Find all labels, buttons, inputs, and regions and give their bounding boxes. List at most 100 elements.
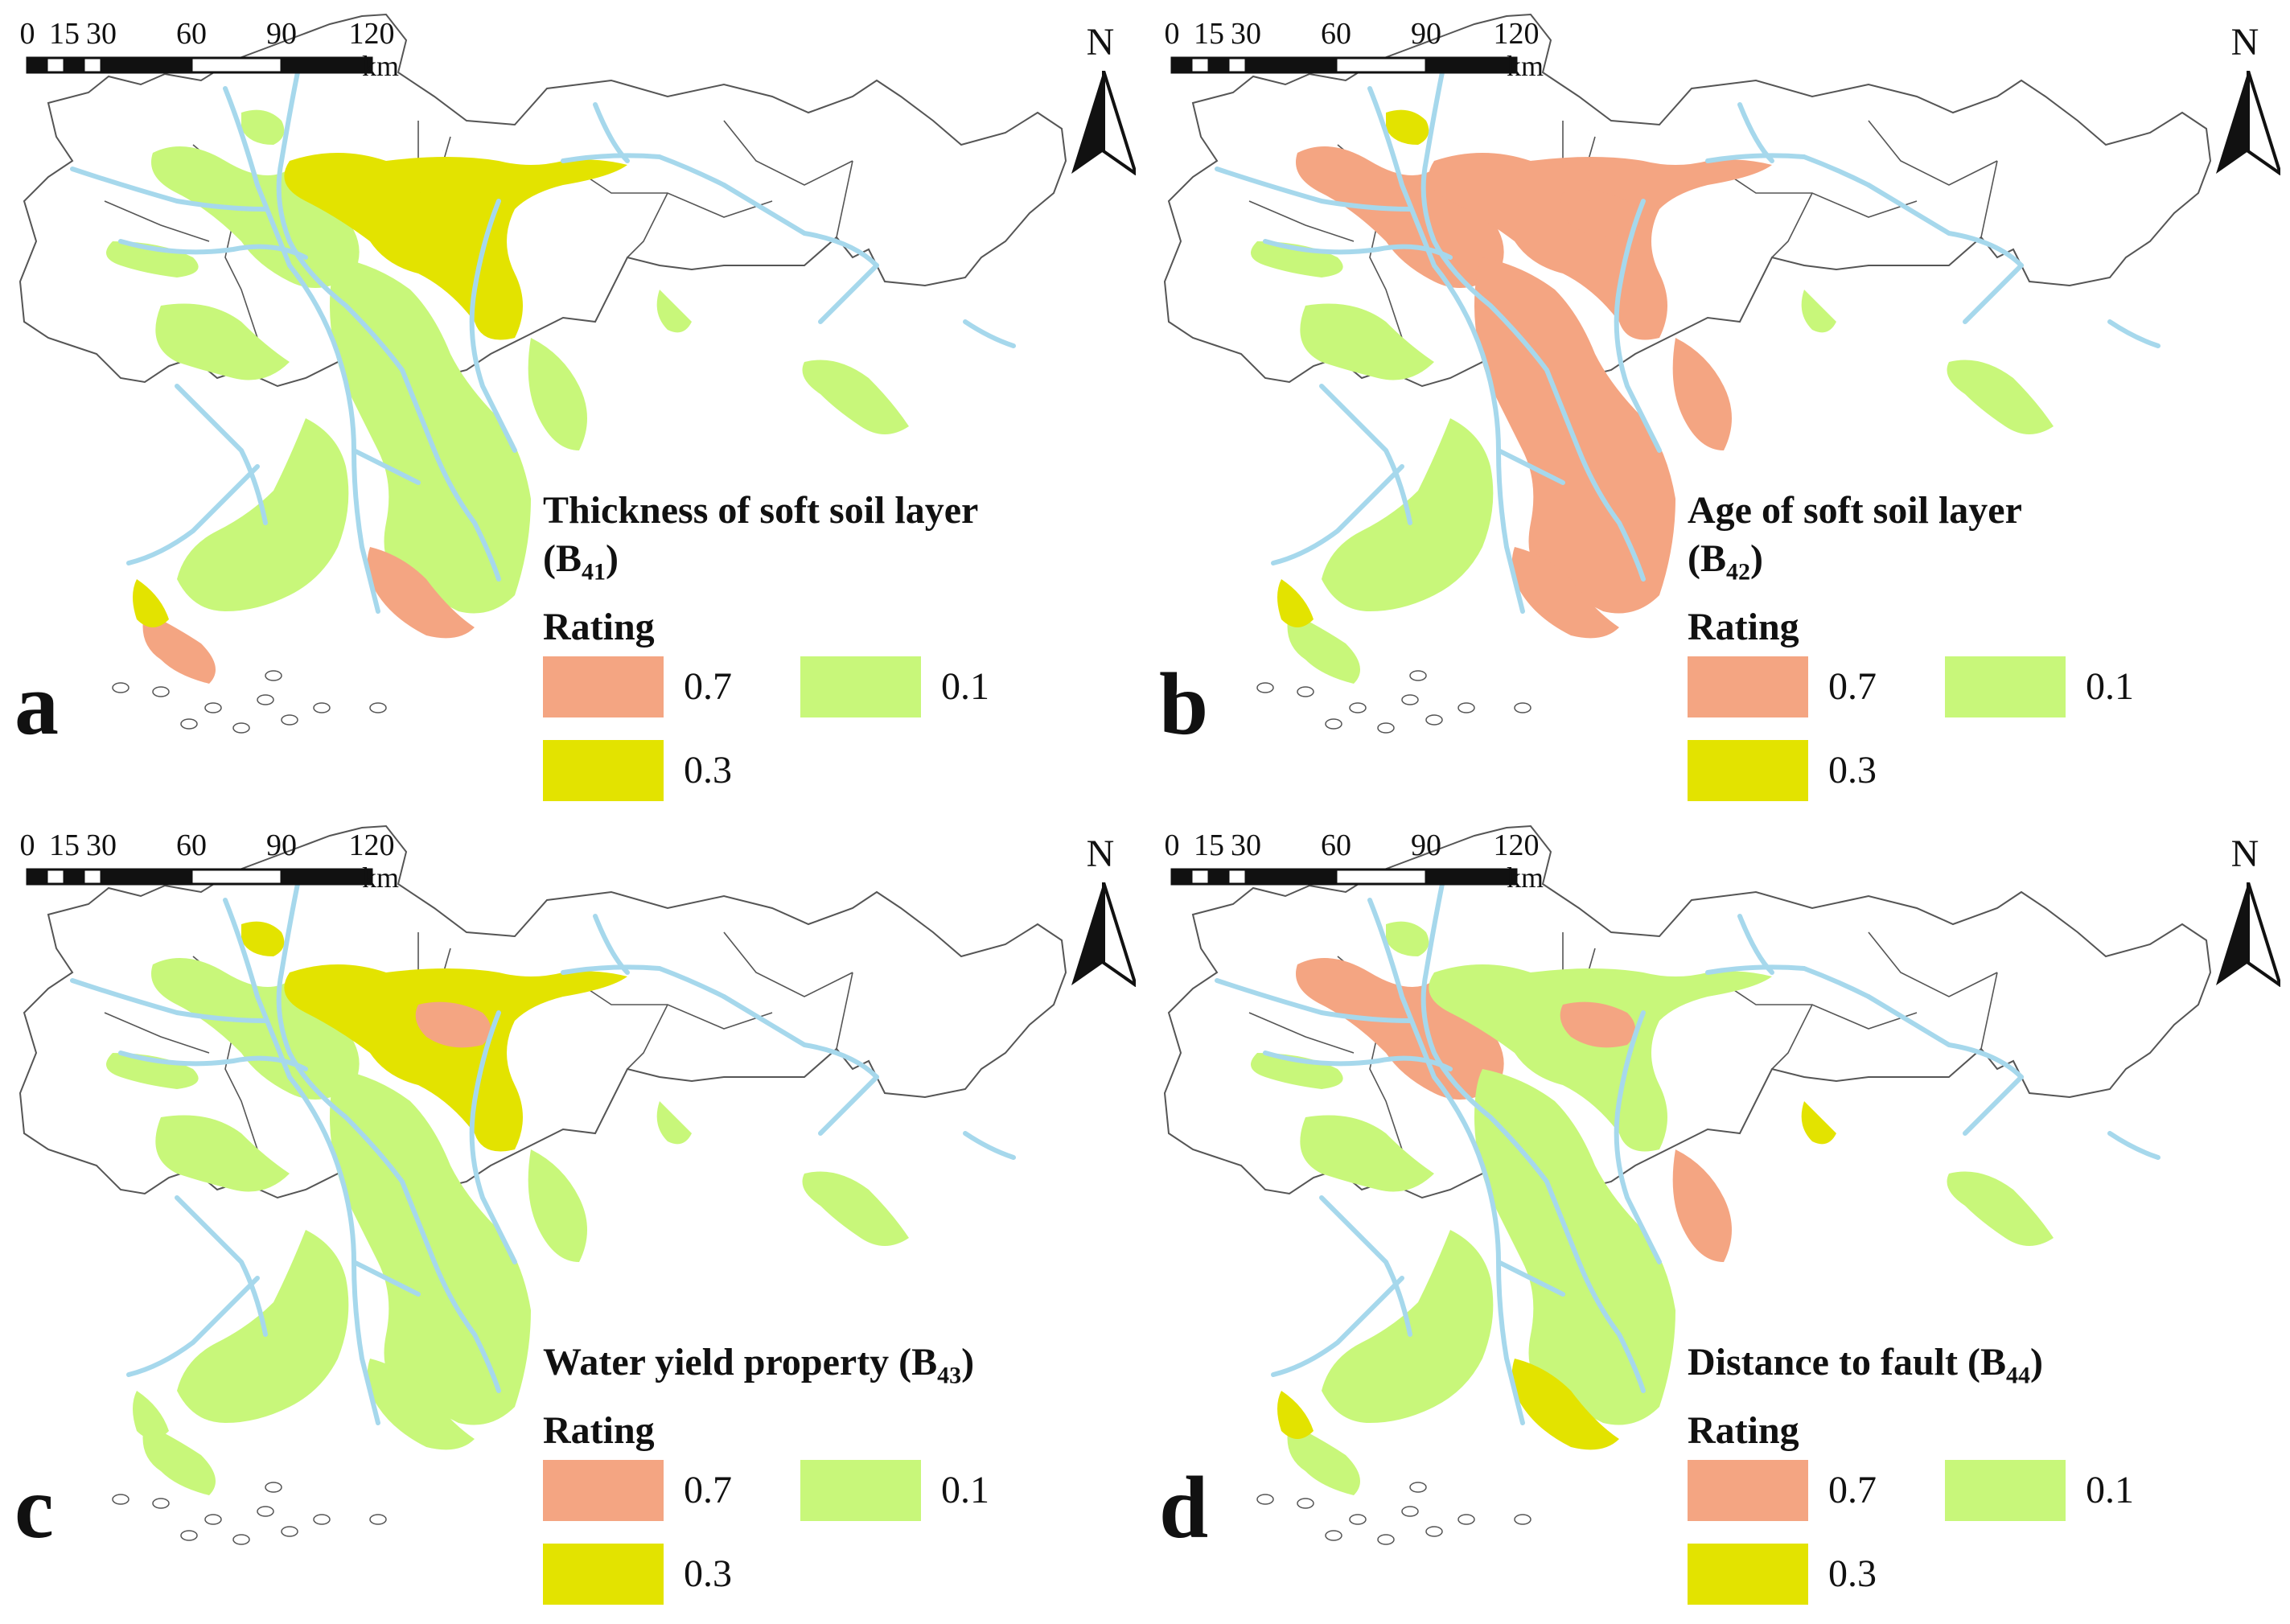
district-boundary (627, 1004, 668, 1070)
island-outline (257, 1506, 274, 1517)
north-arrow: N (2213, 23, 2285, 175)
scale-tick-label: 0 (19, 17, 35, 51)
scale-unit: km (362, 50, 400, 82)
scale-tick-label: 30 (86, 828, 117, 862)
island-outline (1349, 702, 1367, 713)
map-panel-d: 0 15 30 60 90 120 km N d Distance to fault (B4… (1145, 812, 2289, 1623)
river (593, 914, 630, 975)
legend-swatch-low (800, 1459, 921, 1521)
legend-swatch-low (800, 656, 921, 717)
island-outline (1325, 1530, 1342, 1541)
island-outline (232, 722, 250, 734)
rating-zone-low (367, 1359, 475, 1450)
scale-tick-label: 15 (1194, 17, 1224, 51)
scale-tick-label: 15 (49, 17, 80, 51)
map-d (1163, 824, 2212, 1545)
legend: Water yield property (B43) Rating 0.7 0.1… (543, 1338, 1138, 1621)
scale-tick-label: 90 (266, 17, 297, 51)
island-outline (257, 694, 274, 705)
legend-value-low: 0.1 (941, 1468, 989, 1511)
legend-value-medium: 0.3 (1828, 1552, 1877, 1595)
legend-items: 0.7 0.1 0.3 (1688, 656, 2283, 812)
scale-tick-label: 90 (266, 828, 297, 862)
north-label: N (1086, 21, 1115, 64)
river-network (70, 70, 1016, 614)
map-panel-c: 0 15 30 60 90 120 km N c Water yield property … (0, 812, 1145, 1623)
river (963, 1131, 1016, 1160)
island-outline (1514, 702, 1531, 713)
north-arrow: N (2213, 834, 2285, 987)
north-label: N (1086, 833, 1115, 875)
island-outline (1409, 670, 1427, 681)
river (276, 882, 501, 1393)
scale-tick-label: 120 (1493, 17, 1540, 51)
river (1271, 464, 1404, 565)
rating-zone-medium (1511, 1359, 1619, 1450)
scale-tick-label: 0 (19, 828, 35, 862)
rating-zone-low (1429, 964, 1772, 1152)
district-boundary (836, 160, 853, 238)
north-label: N (2230, 833, 2259, 875)
scale-unit: km (362, 861, 400, 894)
rating-zone-medium (133, 579, 169, 627)
legend-swatch-medium (543, 739, 664, 801)
rating-zone-low (1300, 1115, 1434, 1192)
legend-swatch-low (1945, 656, 2066, 717)
panel-letter: b (1159, 655, 1209, 753)
river (126, 464, 260, 565)
river (1367, 86, 1525, 614)
scale-tick-label: 60 (1321, 17, 1351, 51)
island-outline (313, 702, 331, 713)
river (1215, 978, 1412, 1023)
rating-label: Rating (543, 1408, 655, 1452)
river (175, 1195, 268, 1337)
scale-tick-label: 0 (1164, 17, 1180, 51)
island-outline (204, 702, 222, 713)
legend-value-high: 0.7 (684, 664, 732, 708)
island-outline (1256, 1494, 1274, 1505)
legend: Age of soft soil layer (B42) Rating 0.7 0… (1688, 487, 2283, 812)
rating-zone-low (1947, 1171, 2054, 1246)
rating-zone-medium (1277, 1391, 1314, 1439)
north-label: N (2230, 21, 2259, 64)
scale-unit: km (1507, 861, 1544, 894)
rating-zone-medium (1801, 1101, 1836, 1145)
legend-swatch-low (1945, 1459, 2066, 1521)
legend-value-low: 0.1 (941, 664, 989, 708)
legend: Thickness of soft soil layer (B41) Ratin… (543, 487, 1138, 812)
scale-bar: 0 15 30 60 90 120 km (20, 828, 412, 894)
island-outline (1377, 722, 1395, 734)
district-boundary (723, 120, 853, 186)
district-boundary (1248, 200, 1355, 242)
legend-title: Age of soft soil layer (1688, 489, 2022, 532)
legend-swatch-high (1688, 656, 1808, 717)
island-outline (265, 1482, 282, 1493)
legend-value-medium: 0.3 (684, 1552, 732, 1595)
island-outline (369, 1514, 387, 1525)
district-boundary (723, 931, 853, 997)
rating-zone-medium (1386, 109, 1429, 145)
scale-bar-graphic (26, 868, 373, 886)
rating-zone-medium (241, 921, 285, 956)
rating-zone-low (142, 1423, 216, 1495)
river (1705, 964, 1871, 999)
river (561, 153, 726, 187)
river (1215, 167, 1412, 212)
scale-tick-label: 120 (1493, 828, 1540, 862)
scale-tick-label: 30 (1231, 17, 1261, 51)
rating-zone-high (1511, 547, 1619, 639)
district-boundary (1980, 972, 1998, 1050)
island-outline (281, 714, 298, 726)
rating-zone-low (528, 1149, 587, 1262)
scale-tick-label: 60 (1321, 828, 1351, 862)
legend-title: Distance to fault (B44) (1688, 1341, 2043, 1389)
scale-tick-label: 15 (49, 828, 80, 862)
scale-bar-graphic (1170, 56, 1518, 74)
river (1319, 1195, 1412, 1337)
scale-tick-label: 90 (1411, 828, 1441, 862)
island-outline (1425, 1526, 1443, 1537)
scale-tick-label: 60 (176, 17, 207, 51)
legend: Distance to fault (B44) Rating 0.7 0.1 0.3 (1688, 1338, 2283, 1621)
scale-tick-label: 30 (86, 17, 117, 51)
scale-tick-label: 15 (1194, 828, 1224, 862)
